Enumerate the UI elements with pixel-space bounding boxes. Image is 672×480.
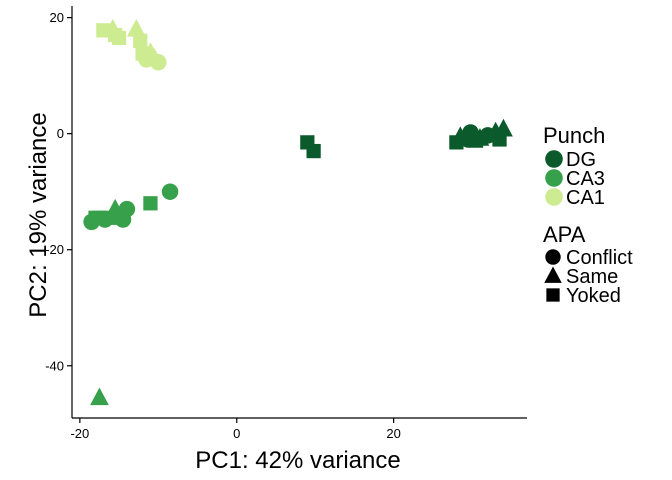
- legend-apa-label-same: Same: [566, 266, 618, 288]
- data-point-ca1-circle: [150, 54, 167, 71]
- x-ticks: -20 0 20: [70, 418, 401, 441]
- y-tick-label: -20: [45, 242, 64, 257]
- legend-apa-key-conflict: [545, 249, 561, 265]
- legend-punch-label-ca1: CA1: [566, 187, 605, 209]
- x-tick-label: -20: [70, 426, 89, 441]
- data-point-dg-triangle: [494, 118, 513, 137]
- data-point-ca3-square: [143, 196, 158, 211]
- data-point-ca3-circle: [161, 183, 179, 200]
- data-point-ca1-triangle: [126, 18, 146, 37]
- legend-apa-label-conflict: Conflict: [566, 247, 633, 269]
- y-ticks: 20 0 -20 -40: [45, 10, 72, 373]
- legend-apa-title: APA: [543, 222, 586, 247]
- data-point-ca1-square: [111, 30, 127, 46]
- y-tick-label: 0: [57, 126, 64, 141]
- legend-punch-label-ca3: CA3: [566, 168, 605, 190]
- y-axis-title: PC2: 19% variance: [25, 112, 52, 317]
- legend-punch-label-dg: DG: [566, 149, 596, 171]
- axes: -20 0 20 20 0 -20 -40: [45, 6, 527, 441]
- legend-punch-title: Punch: [543, 123, 605, 148]
- data-point-ca3-triangle: [90, 387, 109, 406]
- legend-apa-key-same: [544, 266, 562, 283]
- legend-punch-key-ca1: [545, 188, 563, 206]
- y-tick-label: -40: [45, 358, 64, 373]
- legend-punch-key-ca3: [545, 169, 563, 187]
- x-tick-label: 0: [233, 426, 240, 441]
- data-point-ca3-circle: [83, 213, 100, 231]
- x-axis-title: PC1: 42% variance: [195, 447, 400, 474]
- legend-apa-key-yoked: [546, 288, 560, 302]
- y-tick-label: 20: [50, 10, 64, 25]
- legend-punch-key-dg: [545, 150, 563, 168]
- legend-apa-label-yoked: Yoked: [566, 285, 621, 307]
- data-point-dg-square: [306, 143, 321, 159]
- x-tick-label: 20: [386, 426, 400, 441]
- data-point-ca1-square: [133, 33, 148, 48]
- points-layer: [83, 18, 513, 406]
